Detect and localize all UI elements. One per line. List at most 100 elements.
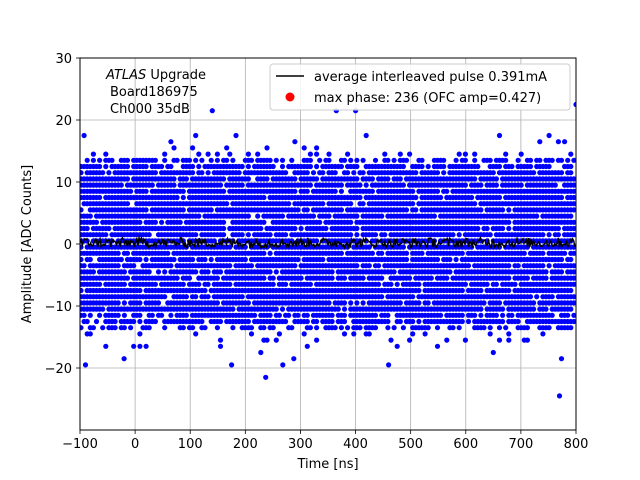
sample-point [332, 325, 338, 331]
sample-point [174, 275, 180, 281]
sample-point [456, 232, 462, 238]
sample-point [196, 151, 202, 157]
sample-point [190, 163, 196, 170]
sample-point [441, 170, 447, 176]
sample-point [121, 269, 127, 275]
sample-point [487, 157, 493, 163]
sample-point [400, 244, 406, 250]
sample-point [227, 281, 233, 287]
sample-point [314, 337, 320, 343]
sample-point [431, 213, 437, 219]
board-label: Board186975 [110, 85, 198, 100]
sample-point [264, 145, 270, 151]
sample-point [320, 201, 326, 207]
sample-point [462, 151, 468, 157]
sample-point [472, 201, 478, 207]
sample-point [407, 337, 413, 343]
sample-point [509, 163, 515, 170]
sample-point [326, 300, 332, 306]
sample-point [335, 306, 341, 312]
sample-point [279, 157, 286, 163]
sample-point [217, 318, 224, 325]
sample-point [317, 219, 323, 225]
sample-point [109, 157, 115, 163]
atlas-label: ATLAS [105, 68, 146, 83]
upgrade-label: Upgrade [146, 68, 206, 83]
sample-point [571, 188, 576, 194]
sample-point [137, 256, 143, 263]
sample-point [372, 312, 379, 318]
sample-point [562, 250, 568, 256]
sample-point [360, 170, 366, 176]
sample-point [159, 312, 165, 318]
sample-point [450, 232, 456, 238]
sample-point [202, 256, 208, 263]
sample-point [307, 151, 313, 157]
sample-point [87, 256, 93, 263]
sample-point [506, 275, 512, 281]
sample-point [174, 194, 180, 201]
sample-point [118, 182, 124, 188]
sample-point [264, 337, 270, 343]
sample-point [230, 306, 236, 312]
sample-point [255, 151, 261, 157]
sample-point [478, 287, 484, 294]
sample-point [360, 275, 366, 281]
sample-point [292, 176, 298, 182]
sample-point [171, 145, 177, 151]
sample-point [571, 232, 576, 238]
sample-point [338, 250, 344, 256]
sample-point [472, 157, 478, 163]
sample-point [518, 182, 524, 188]
sample-point [478, 312, 484, 318]
x-tick-label: 300 [288, 437, 313, 452]
sample-point [124, 176, 131, 182]
sample-point [341, 157, 348, 163]
sample-point [453, 157, 459, 163]
sample-point [221, 232, 227, 238]
sample-point [512, 281, 518, 287]
sample-point [546, 325, 552, 331]
sample-point [571, 294, 576, 300]
sample-point [568, 287, 574, 294]
sample-point [385, 312, 391, 318]
sample-point [80, 207, 84, 213]
sample-point [438, 194, 444, 201]
sample-point [500, 312, 506, 318]
sample-point [546, 132, 552, 139]
sample-point [87, 213, 93, 219]
sample-point [555, 225, 562, 232]
sample-point [515, 263, 521, 269]
sample-point [283, 232, 289, 238]
sample-point [248, 331, 255, 337]
sample-point [410, 331, 416, 337]
sample-point [403, 207, 410, 213]
sample-point [199, 157, 205, 163]
sample-point [348, 232, 354, 238]
sample-point [264, 176, 270, 182]
sample-point [171, 176, 177, 182]
sample-point [310, 170, 317, 176]
sample-point [205, 151, 211, 157]
sample-point [558, 170, 565, 176]
sample-point [397, 300, 403, 306]
sample-point [326, 157, 332, 163]
sample-point [202, 287, 208, 294]
sample-point [537, 157, 543, 163]
sample-point [221, 225, 227, 232]
sample-point [168, 163, 174, 170]
outlier-point [556, 393, 563, 399]
sample-point [298, 225, 304, 232]
sample-point [496, 132, 503, 139]
sample-point [137, 343, 143, 349]
x-axis-ticks: −100 0 100 200 300 400 500 600 700 800 [62, 430, 588, 452]
sample-point [369, 250, 375, 256]
sample-point [571, 157, 576, 163]
sample-point [413, 207, 419, 213]
y-tick-label: −10 [45, 300, 72, 315]
sample-point [137, 312, 143, 318]
sample-point [434, 256, 441, 263]
sample-point [329, 275, 335, 281]
sample-point [143, 188, 149, 194]
sample-point [149, 312, 155, 318]
